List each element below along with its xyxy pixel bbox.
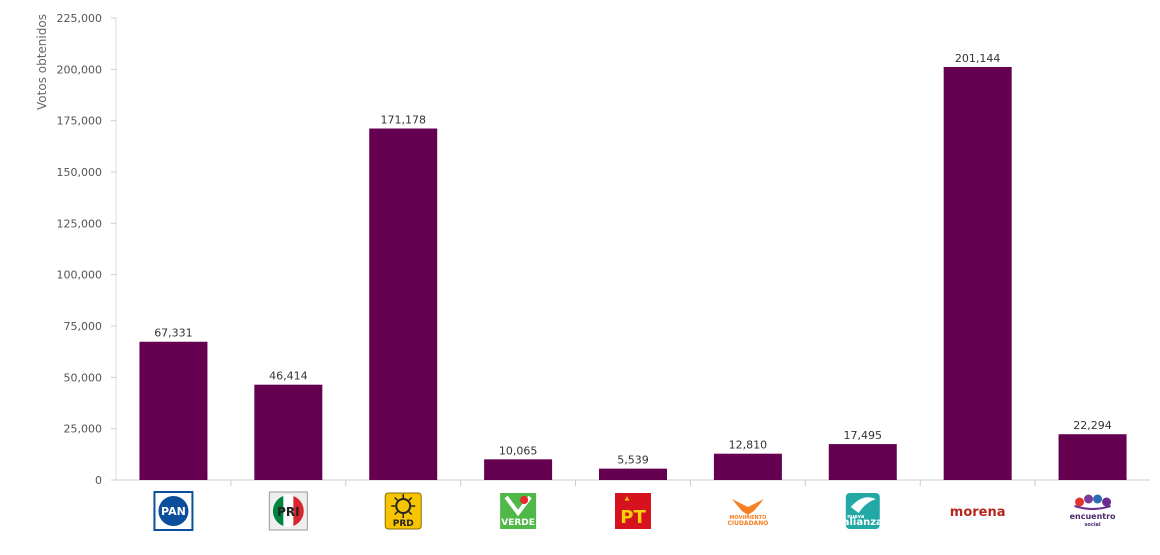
y-tick-label: 50,000 — [64, 371, 103, 384]
logo-text: PAN — [161, 505, 186, 518]
prd-logo: PRD — [384, 492, 422, 530]
logo-text: VERDE — [501, 518, 535, 528]
y-tick-label: 150,000 — [57, 166, 103, 179]
bar-pri — [254, 384, 323, 480]
logo-text: encuentro — [1070, 512, 1116, 521]
y-tick-label: 225,000 — [57, 12, 103, 25]
pri-logo: PRI — [268, 491, 308, 531]
logo-text: alianza — [843, 517, 883, 528]
logo-text: nueva — [847, 514, 864, 520]
bar-encuentro-social — [1058, 434, 1127, 480]
bars-group — [139, 66, 1127, 486]
bar-nueva-alianza — [828, 444, 897, 480]
logo-text: MOVIMIENTO — [729, 515, 766, 521]
logo-text: PRI — [277, 505, 300, 519]
data-label: 46,414 — [269, 370, 308, 383]
y-tick-label: 0 — [95, 474, 102, 487]
y-tick-label: 200,000 — [57, 63, 103, 76]
logo-text: social — [1084, 522, 1100, 528]
bar-movimiento-ciudadano — [713, 453, 782, 480]
data-label: 67,331 — [154, 327, 193, 340]
y-tick-label: 75,000 — [64, 320, 103, 333]
bar-morena — [943, 66, 1012, 481]
y-tick-label: 175,000 — [57, 115, 103, 128]
y-tick-label: 125,000 — [57, 217, 103, 230]
y-axis-ticks: 0 25,000 50,000 75,000 100,000 125,000 150,000… — [57, 12, 116, 487]
bar-prd — [369, 128, 438, 480]
bar-verde — [484, 459, 553, 480]
bar-pt — [599, 468, 667, 480]
data-label: 10,065 — [499, 444, 538, 457]
data-labels-group: 67,331 46,414 171,178 10,065 5,539 12,810 17,4… — [154, 52, 1112, 467]
logo-text: CIUDADANO — [727, 520, 768, 527]
data-label: 12,810 — [729, 439, 768, 452]
y-tick-label: 100,000 — [57, 269, 103, 282]
y-axis-label: Votos obtenidos — [35, 14, 49, 110]
data-label: 171,178 — [380, 114, 426, 127]
pan-logo: PAN — [153, 491, 194, 531]
y-tick-label: 25,000 — [64, 423, 103, 436]
verde-logo: VERDE — [500, 493, 537, 529]
morena-logo: morena — [950, 505, 1006, 520]
data-label: 5,539 — [617, 454, 649, 467]
data-label: 17,495 — [844, 429, 883, 442]
data-label: 22,294 — [1073, 419, 1112, 432]
pt-logo: PT — [615, 493, 651, 529]
logo-text: PRD — [393, 519, 414, 529]
logo-text: morena — [950, 505, 1006, 520]
logo-text: PT — [620, 507, 646, 528]
data-label: 201,144 — [955, 52, 1001, 65]
bar-pan — [139, 341, 208, 480]
